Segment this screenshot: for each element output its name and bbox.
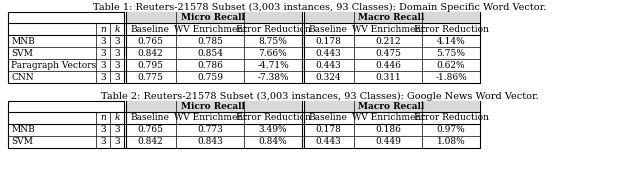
Text: Error Reduction: Error Reduction bbox=[413, 25, 488, 33]
Text: Baseline: Baseline bbox=[308, 114, 348, 122]
Text: Table 2: Reuters-21578 Subset (3,003 instances, 93 Classes): Google News Word Ve: Table 2: Reuters-21578 Subset (3,003 ins… bbox=[101, 91, 539, 101]
Text: 0.795: 0.795 bbox=[137, 61, 163, 69]
Text: 0.785: 0.785 bbox=[197, 36, 223, 46]
Text: SVM: SVM bbox=[11, 48, 33, 57]
Text: 0.324: 0.324 bbox=[315, 72, 341, 82]
Bar bbox=[302, 101, 304, 148]
Text: Micro Recall: Micro Recall bbox=[181, 102, 245, 111]
Text: 0.475: 0.475 bbox=[375, 48, 401, 57]
Bar bbox=[302, 12, 480, 23]
Text: 0.765: 0.765 bbox=[137, 36, 163, 46]
Text: 3: 3 bbox=[100, 125, 106, 135]
Bar bbox=[124, 101, 302, 112]
Text: k: k bbox=[115, 114, 120, 122]
Text: Macro Recall: Macro Recall bbox=[358, 13, 424, 22]
Bar bbox=[124, 12, 302, 23]
Text: 0.786: 0.786 bbox=[197, 61, 223, 69]
Text: 0.446: 0.446 bbox=[375, 61, 401, 69]
Text: n: n bbox=[100, 114, 106, 122]
Text: Paragraph Vectors: Paragraph Vectors bbox=[11, 61, 96, 69]
Text: 0.842: 0.842 bbox=[137, 137, 163, 146]
Text: n: n bbox=[100, 25, 106, 33]
Text: Baseline: Baseline bbox=[308, 25, 348, 33]
Text: 0.186: 0.186 bbox=[375, 125, 401, 135]
Text: 3: 3 bbox=[114, 137, 120, 146]
Bar bbox=[302, 12, 304, 83]
Text: 0.773: 0.773 bbox=[197, 125, 223, 135]
Text: 1.08%: 1.08% bbox=[436, 137, 465, 146]
Text: 3: 3 bbox=[114, 48, 120, 57]
Text: 0.178: 0.178 bbox=[315, 125, 341, 135]
Text: WV Enrichment: WV Enrichment bbox=[173, 25, 246, 33]
Text: 0.765: 0.765 bbox=[137, 125, 163, 135]
Text: 3.49%: 3.49% bbox=[259, 125, 287, 135]
Bar bbox=[124, 12, 126, 83]
Text: 0.443: 0.443 bbox=[315, 137, 341, 146]
Text: WV Enrichment: WV Enrichment bbox=[173, 114, 246, 122]
Text: 3: 3 bbox=[100, 61, 106, 69]
Text: 0.62%: 0.62% bbox=[436, 61, 465, 69]
Text: 0.842: 0.842 bbox=[137, 48, 163, 57]
Text: CNN: CNN bbox=[11, 72, 34, 82]
Text: SVM: SVM bbox=[11, 137, 33, 146]
Bar bbox=[8, 12, 480, 83]
Text: MNB: MNB bbox=[11, 125, 35, 135]
Text: WV Enrichment: WV Enrichment bbox=[351, 114, 424, 122]
Text: 0.311: 0.311 bbox=[375, 72, 401, 82]
Text: Macro Recall: Macro Recall bbox=[358, 102, 424, 111]
Text: 4.14%: 4.14% bbox=[436, 36, 465, 46]
Text: Error Reduction: Error Reduction bbox=[413, 114, 488, 122]
Text: 0.97%: 0.97% bbox=[436, 125, 465, 135]
Text: 8.75%: 8.75% bbox=[259, 36, 287, 46]
Text: 5.75%: 5.75% bbox=[436, 48, 465, 57]
Text: Micro Recall: Micro Recall bbox=[181, 13, 245, 22]
Text: Error Reduction: Error Reduction bbox=[236, 25, 310, 33]
Text: MNB: MNB bbox=[11, 36, 35, 46]
Text: 0.443: 0.443 bbox=[315, 48, 341, 57]
Text: 3: 3 bbox=[114, 36, 120, 46]
Text: 0.854: 0.854 bbox=[197, 48, 223, 57]
Text: 3: 3 bbox=[100, 137, 106, 146]
Text: 0.178: 0.178 bbox=[315, 36, 341, 46]
Text: 0.449: 0.449 bbox=[375, 137, 401, 146]
Text: 3: 3 bbox=[114, 125, 120, 135]
Text: -4.71%: -4.71% bbox=[257, 61, 289, 69]
Bar bbox=[8, 101, 480, 148]
Text: 3: 3 bbox=[100, 48, 106, 57]
Text: -7.38%: -7.38% bbox=[257, 72, 289, 82]
Text: WV Enrichment: WV Enrichment bbox=[351, 25, 424, 33]
Text: -1.86%: -1.86% bbox=[435, 72, 467, 82]
Text: 3: 3 bbox=[100, 36, 106, 46]
Text: 3: 3 bbox=[114, 61, 120, 69]
Text: Table 1: Reuters-21578 Subset (3,003 instances, 93 Classes): Domain Specific Wor: Table 1: Reuters-21578 Subset (3,003 ins… bbox=[93, 2, 547, 12]
Text: 3: 3 bbox=[100, 72, 106, 82]
Bar bbox=[302, 101, 480, 112]
Text: 0.759: 0.759 bbox=[197, 72, 223, 82]
Text: k: k bbox=[115, 25, 120, 33]
Text: 0.84%: 0.84% bbox=[259, 137, 287, 146]
Text: Baseline: Baseline bbox=[131, 114, 170, 122]
Text: 0.443: 0.443 bbox=[315, 61, 341, 69]
Text: 0.843: 0.843 bbox=[197, 137, 223, 146]
Text: 0.212: 0.212 bbox=[375, 36, 401, 46]
Bar bbox=[124, 101, 126, 148]
Text: 7.66%: 7.66% bbox=[259, 48, 287, 57]
Text: 0.775: 0.775 bbox=[137, 72, 163, 82]
Text: Error Reduction: Error Reduction bbox=[236, 114, 310, 122]
Text: 3: 3 bbox=[114, 72, 120, 82]
Text: Baseline: Baseline bbox=[131, 25, 170, 33]
